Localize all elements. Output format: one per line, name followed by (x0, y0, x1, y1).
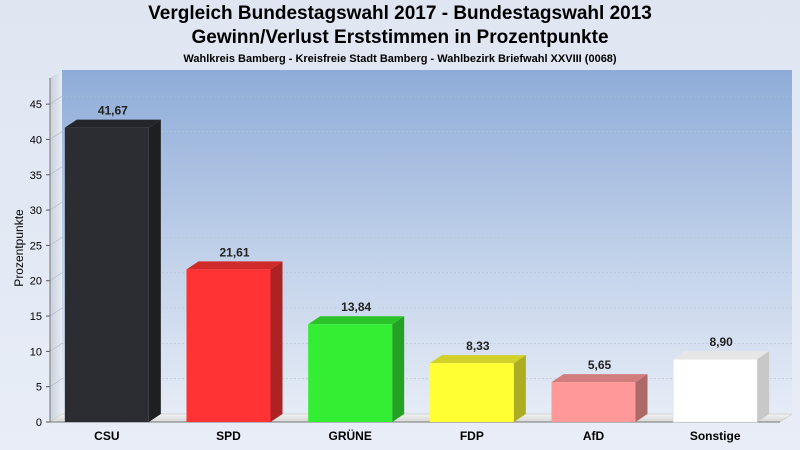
y-tick-label: 45 (30, 99, 42, 111)
data-label: 8,90 (709, 335, 733, 349)
y-tick-label: 35 (30, 170, 42, 182)
x-tick-label: AfD (583, 429, 605, 443)
bar (64, 119, 161, 423)
gridline-side (49, 272, 63, 281)
chart-title-secondary: Gewinn/Verlust Erststimmen in Prozentpun… (191, 27, 609, 48)
data-label: 8,33 (466, 339, 490, 353)
bar-top (186, 261, 283, 270)
y-tick-label: 40 (30, 134, 42, 146)
gridline-side (49, 343, 63, 352)
y-tick-label: 10 (30, 346, 42, 358)
y-axis-title: Prozentpunkte (12, 209, 26, 287)
x-axis: CSU SPD GRÜNE FDP AfD Sonstige (94, 428, 741, 443)
bar (308, 316, 405, 422)
x-tick-label: CSU (94, 429, 119, 443)
bar (429, 355, 526, 422)
chart-title: Vergleich Bundestagswahl 2017 - Bundesta… (148, 3, 652, 24)
bar-top (429, 355, 526, 364)
bar-front (64, 127, 149, 423)
gridline-side (49, 95, 63, 105)
bar-top (551, 374, 648, 383)
bar-front (308, 324, 393, 422)
data-label: 21,61 (219, 245, 249, 259)
gridline-side (49, 201, 63, 211)
bar (672, 351, 770, 423)
data-label: 41,67 (98, 104, 128, 118)
bar-front (672, 358, 758, 423)
data-label: 5,65 (588, 358, 612, 372)
x-tick-label: Sonstige (690, 429, 741, 443)
bar-front (551, 382, 636, 422)
bar (551, 374, 648, 422)
data-label: 13,84 (341, 300, 371, 314)
bars: 41,67 21,61 13,84 8,33 5,65 8,90 (64, 104, 770, 423)
y-tick-label: 15 (30, 311, 42, 323)
gridline-side (49, 237, 63, 246)
bar-side (513, 355, 526, 422)
y-tick-label: 0 (36, 417, 42, 429)
bar-front (186, 269, 271, 422)
bar-front (429, 363, 514, 422)
bar-top (308, 316, 405, 325)
y-tick-label: 20 (30, 276, 42, 288)
gridline-side (49, 378, 63, 387)
bar-top (64, 119, 161, 128)
bar-side (270, 261, 283, 422)
x-tick-label: GRÜNE (328, 428, 371, 443)
y-axis: 0 5 10 15 20 25 30 35 40 45 (30, 78, 780, 429)
gridline-side (49, 131, 63, 140)
chart-subtitle: Wahlkreis Bamberg - Kreisfreie Stadt Bam… (183, 53, 617, 65)
bar-side (635, 374, 648, 422)
y-tick-label: 5 (36, 382, 42, 394)
x-tick-label: SPD (216, 429, 241, 443)
y-tick-label: 30 (30, 205, 42, 217)
bar-side (392, 316, 405, 422)
gridline-side (49, 166, 63, 176)
gridlines (49, 95, 792, 387)
bar-top (673, 351, 770, 360)
bar (186, 261, 283, 422)
gridline-side (49, 307, 63, 317)
y-tick-label: 25 (30, 240, 42, 252)
bar-side (757, 351, 770, 422)
x-tick-label: FDP (460, 429, 484, 443)
plot-side-wall (50, 70, 62, 422)
bar-side (148, 119, 161, 423)
